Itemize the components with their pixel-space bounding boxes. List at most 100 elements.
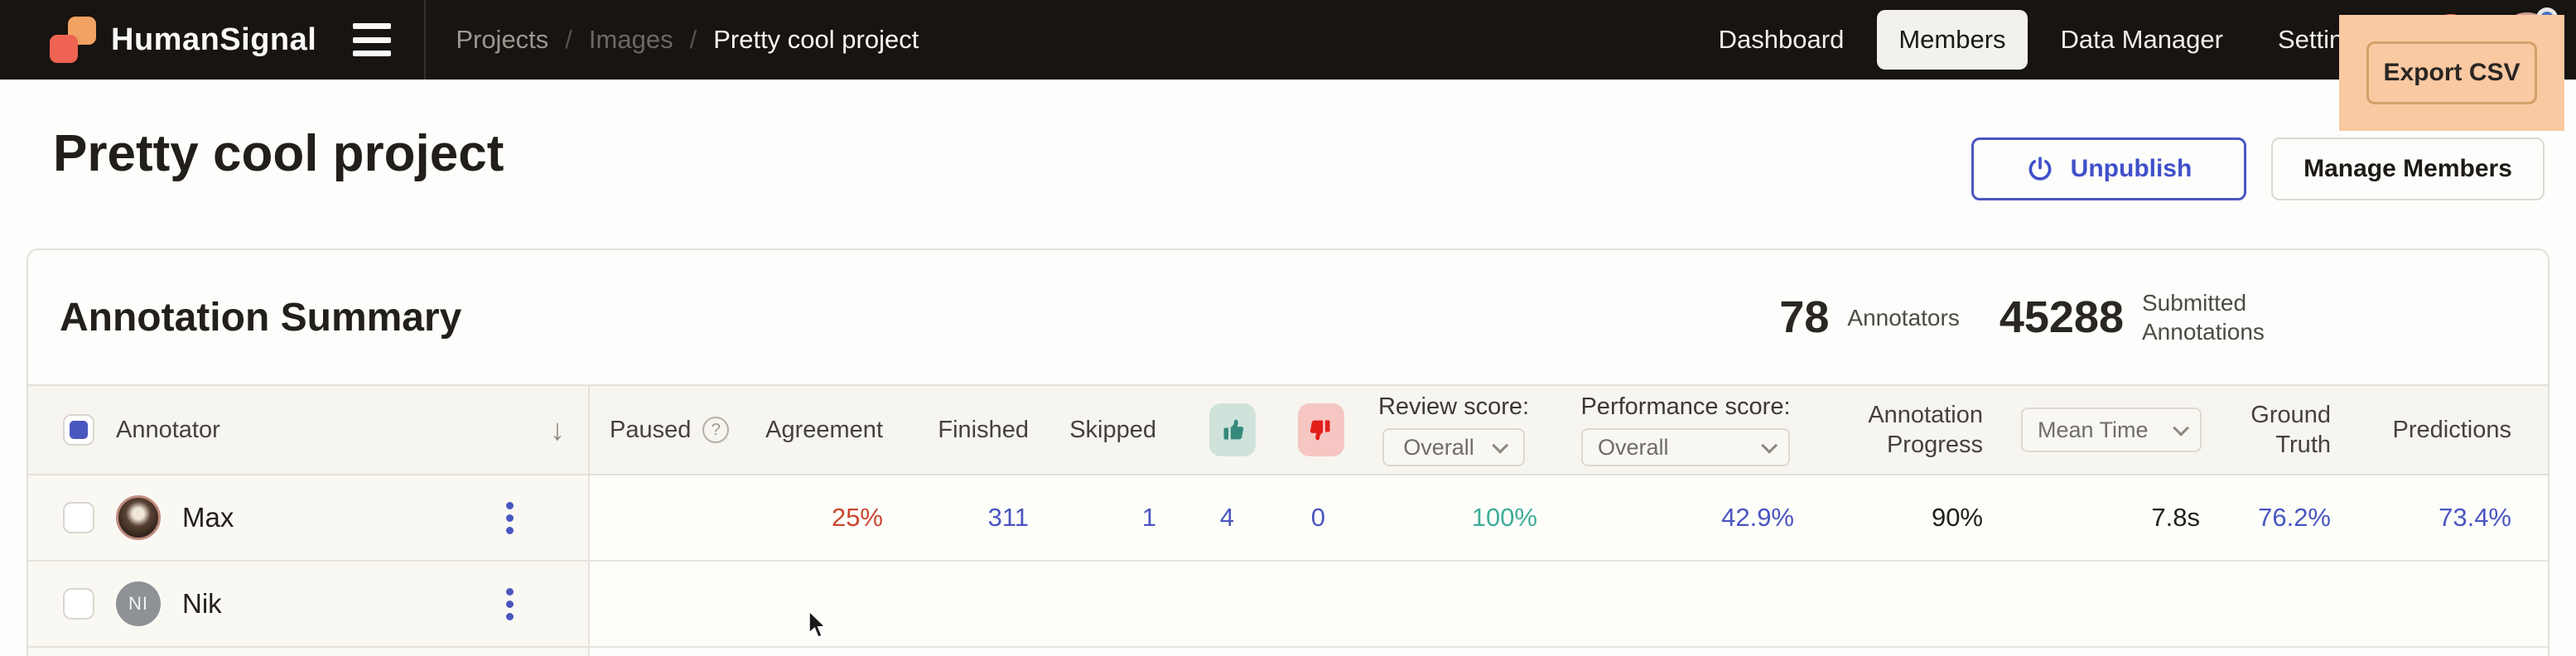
humansignal-logo-icon <box>50 17 96 63</box>
unpublish-button[interactable]: Unpublish <box>1971 137 2246 200</box>
breadcrumb-separator: / <box>565 25 572 54</box>
skipped-cell <box>1049 562 1176 646</box>
review-score-cell: 100% <box>1350 475 1557 560</box>
info-icon[interactable]: ? <box>702 417 730 443</box>
annotation-progress-label: Annotation Progress <box>1868 401 1983 458</box>
nav-item-dashboard[interactable]: Dashboard <box>1718 25 1845 54</box>
manage-members-label: Manage Members <box>2303 155 2512 182</box>
mean-time-dropdown[interactable]: Mean Time <box>2021 408 2202 452</box>
skipped-cell: 1 <box>1049 475 1176 560</box>
submitted-label: Submitted Annotations <box>2142 290 2265 345</box>
select-all-checkbox[interactable] <box>63 414 94 446</box>
ground-truth-label: Ground Truth <box>2250 401 2331 458</box>
agreement-cell: 25% <box>754 475 903 560</box>
breadcrumb-separator: / <box>689 25 697 54</box>
kebab-menu-icon[interactable] <box>506 501 514 534</box>
header-review-score: Review score: Overall <box>1350 386 1557 474</box>
finished-cell: 311 <box>903 475 1049 560</box>
paused-cell <box>590 475 754 560</box>
thumbs-up-cell <box>1176 562 1259 646</box>
performance-score-selected: Overall <box>1598 434 1669 460</box>
predictions-cell: 73.4% <box>2351 475 2548 560</box>
row-checkbox[interactable] <box>63 502 94 533</box>
checkbox-checked-mark <box>70 421 88 439</box>
header-finished: Finished <box>938 416 1029 443</box>
chevron-down-icon <box>1491 437 1508 454</box>
review-score-label: Review score: <box>1377 393 1530 420</box>
brand[interactable]: HumanSignal <box>50 17 316 63</box>
card-title: Annotation Summary <box>60 295 462 340</box>
avatar <box>116 495 161 540</box>
power-icon <box>2028 157 2052 181</box>
nav-item-data-manager[interactable]: Data Manager <box>2060 25 2223 54</box>
annotator-cell: NI Nik <box>28 562 590 646</box>
thumbs-down-cell <box>1259 562 1350 646</box>
ground-truth-cell: 76.2% <box>2220 475 2351 560</box>
card-header: Annotation Summary 78 Annotators 45288 S… <box>28 250 2548 384</box>
thumbs-up-cell: 4 <box>1176 475 1259 560</box>
annotation-progress-cell <box>1814 562 2003 646</box>
header-actions: Unpublish Manage Members <box>1971 137 2545 200</box>
breadcrumb-current-project: Pretty cool project <box>713 25 919 54</box>
submitted-count: 45288 <box>1999 292 2124 342</box>
finished-cell <box>903 562 1049 646</box>
row-checkbox[interactable] <box>63 588 94 620</box>
hamburger-menu-icon[interactable] <box>353 23 392 56</box>
nav-item-members[interactable]: Members <box>1877 10 2028 70</box>
performance-score-cell: 42.9% <box>1557 475 1814 560</box>
ground-truth-cell <box>2220 562 2351 646</box>
mean-time-cell: 7.8s <box>2003 475 2220 560</box>
predictions-cell <box>2351 562 2548 646</box>
cursor-icon <box>808 611 827 639</box>
annotation-progress-cell: 90% <box>1814 475 2003 560</box>
table-header-row: Annotator ↓ Paused ? Agreement Finished … <box>28 384 2548 475</box>
nav-divider <box>424 0 427 80</box>
review-score-cell <box>1350 562 1557 646</box>
export-csv-highlight: Export CSV <box>2339 15 2564 131</box>
header-thumbs-down <box>1259 386 1350 474</box>
export-csv-button[interactable]: Export CSV <box>2366 41 2537 104</box>
header-agreement: Agreement <box>765 416 883 443</box>
header-ground-truth: Ground Truth <box>2220 386 2351 474</box>
paused-column-label: Paused <box>610 416 692 443</box>
header-predictions: Predictions <box>2392 416 2511 443</box>
header-mean-time: Mean Time <box>2003 386 2220 474</box>
performance-score-cell <box>1557 562 1814 646</box>
breadcrumb-images[interactable]: Images <box>588 25 673 54</box>
top-nav: HumanSignal Projects / Images / Pretty c… <box>0 0 2576 80</box>
thumbs-down-icon <box>1298 403 1344 456</box>
sort-descending-icon[interactable]: ↓ <box>550 412 565 446</box>
manage-members-button[interactable]: Manage Members <box>2271 137 2545 200</box>
thumbs-down-cell: 0 <box>1259 475 1350 560</box>
header-skipped: Skipped <box>1069 416 1156 443</box>
header-performance-score: Performance score: Overall <box>1557 386 1814 474</box>
review-score-selected: Overall <box>1403 434 1474 460</box>
annotators-label: Annotators <box>1847 304 1960 330</box>
thumbs-up-icon <box>1209 403 1256 456</box>
kebab-menu-icon[interactable] <box>506 587 514 620</box>
annotators-stat: 78 Annotators <box>1779 292 1960 343</box>
brand-name: HumanSignal <box>111 22 317 57</box>
table-row: NI Nik <box>28 562 2548 648</box>
header-thumbs-up <box>1176 386 1259 474</box>
summary-stats: 78 Annotators 45288 Submitted Annotation… <box>1779 250 2275 384</box>
agreement-cell <box>754 562 903 646</box>
submitted-annotations-stat: 45288 Submitted Annotations <box>2000 288 2275 346</box>
avatar: NI <box>116 581 161 626</box>
chevron-down-icon <box>1761 437 1778 454</box>
header-annotator: Annotator ↓ <box>28 386 590 474</box>
chevron-down-icon <box>2173 419 2190 437</box>
performance-score-dropdown[interactable]: Overall <box>1581 428 1790 466</box>
annotator-name: Max <box>182 502 234 533</box>
paused-cell <box>590 562 754 646</box>
annotator-cell: Max <box>28 475 590 560</box>
breadcrumb-projects[interactable]: Projects <box>456 25 549 54</box>
review-score-dropdown[interactable]: Overall <box>1382 428 1525 466</box>
annotator-name: Nik <box>182 588 222 619</box>
unpublish-label: Unpublish <box>2070 155 2192 182</box>
annotation-summary-card: Annotation Summary 78 Annotators 45288 S… <box>27 248 2549 656</box>
annotators-count: 78 <box>1779 292 1830 342</box>
table-row: Max 25% 311 1 4 0 100% 42.9% 90% 7.8s 76… <box>28 475 2548 562</box>
header-annotation-progress: Annotation Progress <box>1814 386 2003 474</box>
